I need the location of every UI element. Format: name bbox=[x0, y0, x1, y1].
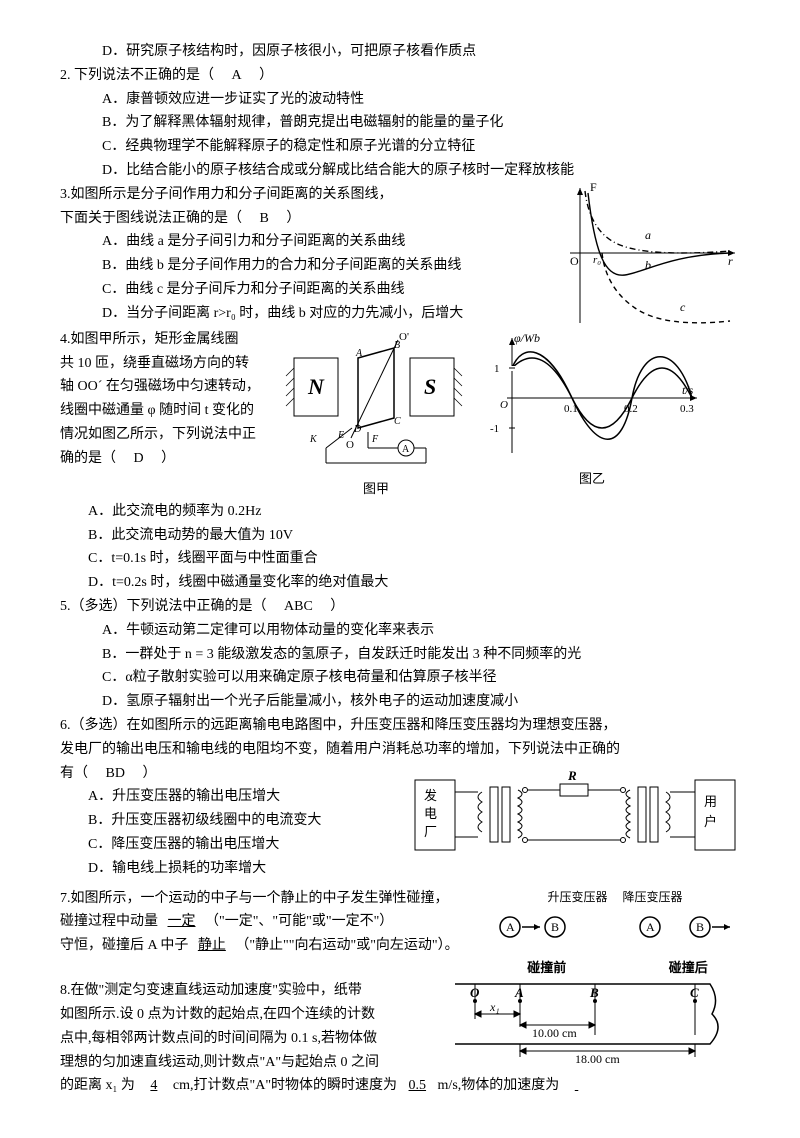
q2-B: B．为了解释黑体辐射规律，普朗克提出电磁辐射的能量的量子化 bbox=[60, 111, 740, 135]
q5-B: B．一群处于 n = 3 能级激发态的氢原子，自发跃迁时能发出 3 种不同频率的… bbox=[60, 643, 740, 667]
q7-l3a: 守恒，碰撞后 A 中子 bbox=[60, 938, 188, 953]
q7-l2a: 碰撞过程中动量 bbox=[60, 914, 158, 929]
q5-C: C．α粒子散射实验可以用来确定原子核电荷量和估算原子核半径 bbox=[60, 666, 740, 690]
q7-label-before: 碰撞前 bbox=[497, 957, 597, 979]
q7-answer-1: 一定 bbox=[162, 914, 202, 929]
svg-text:C: C bbox=[394, 416, 401, 427]
q4-D: D．t=0.2s 时，线圈中磁通量变化率的绝对值最大 bbox=[60, 571, 740, 595]
q3-answer: B bbox=[246, 211, 283, 226]
q5-A: A．牛顿运动第二定律可以用物体动量的变化率来表示 bbox=[60, 619, 740, 643]
q4-l2: 共 10 匝，绕垂直磁场方向的转 bbox=[60, 352, 270, 376]
q8-answer-2: 0.5 bbox=[401, 1078, 435, 1093]
q7-label-after: 碰撞后 bbox=[643, 957, 733, 979]
svg-text:S: S bbox=[424, 374, 436, 399]
q2-answer: A bbox=[218, 68, 256, 83]
q4-l3: 轴 OO´ 在匀强磁场中匀速转动， bbox=[60, 375, 270, 399]
svg-text:φ/Wb: φ/Wb bbox=[514, 331, 540, 345]
q8-l3: 点中,每相邻两计数点间的时间间隔为 0.1 s,若物体做 bbox=[60, 1027, 740, 1051]
q3-tail: ） bbox=[286, 211, 300, 226]
q4-l5: 情况如图乙所示，下列说法中正 bbox=[60, 423, 270, 447]
prev-option-d: D．研究原子核结构时，因原子核很小，可把原子核看作质点 bbox=[60, 40, 740, 64]
svg-text:0.2: 0.2 bbox=[624, 403, 638, 415]
q4-caption-1: 图甲 bbox=[276, 478, 476, 500]
svg-text:1: 1 bbox=[494, 363, 500, 375]
svg-text:D: D bbox=[353, 424, 362, 435]
q7-l3b: （"静止""向右运动"或"向左运动"）。 bbox=[235, 938, 458, 953]
q8-answer-1: 4 bbox=[138, 1078, 169, 1093]
svg-text:r: r bbox=[728, 254, 733, 268]
q4-A: A．此交流电的频率为 0.2Hz bbox=[60, 500, 740, 524]
q4-tail: ） bbox=[161, 451, 175, 466]
svg-text:厂: 厂 bbox=[424, 824, 437, 839]
svg-text:-1: -1 bbox=[490, 423, 499, 435]
q8-l2: 如图所示.设 0 点为计数的起始点,在四个连续的计数 bbox=[60, 1003, 740, 1027]
q8-l4: 理想的匀加速直线运动,则计数点"A"与起始点 0 之间 bbox=[60, 1051, 740, 1075]
q4-l1: 4.如图甲所示，矩形金属线圈 bbox=[60, 328, 270, 352]
svg-text:N: N bbox=[307, 374, 325, 399]
q7-l2b: （"一定"、"可能"或"一定不"） bbox=[205, 914, 393, 929]
q8-l1: 8.在做"测定匀变速直线运动加速度"实验中，纸带 bbox=[60, 979, 740, 1003]
q4-figure-setup: N S O' O A B C D A K E F 图甲 bbox=[276, 328, 476, 500]
q6-l3: 有（ BD ） bbox=[60, 762, 740, 786]
q2-C: C．经典物理学不能解释原子的稳定性和原子光谱的分立特征 bbox=[60, 135, 740, 159]
svg-text:t/s: t/s bbox=[682, 383, 694, 397]
q4-figure-graph: 1 -1 O 0.1 0.2 0.3 φ/Wb t/s 图乙 bbox=[482, 328, 702, 490]
q4-B: B．此交流电动势的最大值为 10V bbox=[60, 524, 740, 548]
q4-l4: 线圈中磁通量 φ 随时间 t 变化的 bbox=[60, 399, 270, 423]
q7-l3: 守恒，碰撞后 A 中子 静止 （"静止""向右运动"或"向左运动"）。 bbox=[60, 934, 740, 958]
svg-text:K: K bbox=[309, 434, 318, 445]
q4-caption-2: 图乙 bbox=[482, 468, 702, 490]
svg-text:0.1: 0.1 bbox=[564, 403, 578, 415]
q6-tail: ） bbox=[142, 766, 156, 781]
q6-l2: 发电厂的输出电压和输电线的电阻均不变，随着用户消耗总功率的增加，下列说法中正确的 bbox=[60, 738, 740, 762]
svg-text:E: E bbox=[337, 430, 344, 441]
svg-text:户: 户 bbox=[704, 814, 717, 829]
q6-answer: BD bbox=[92, 766, 139, 781]
svg-text:b: b bbox=[645, 258, 651, 272]
q2-D: D．比结合能小的原子核结合成或分解成比结合能大的原子核时一定释放核能 bbox=[60, 159, 740, 183]
svg-text:A: A bbox=[355, 348, 363, 359]
q4-l6: 确的是（ D ） bbox=[60, 447, 270, 471]
q2-stem-text: 2. 下列说法不正确的是（ bbox=[60, 68, 214, 83]
q7-answer-2: 静止 bbox=[192, 938, 232, 953]
q2-tail: ） bbox=[259, 68, 273, 83]
svg-text:B: B bbox=[394, 340, 400, 351]
q8-l5c: m/s,物体的加速度为 bbox=[438, 1078, 560, 1093]
svg-text:发: 发 bbox=[424, 788, 437, 803]
q6-l1: 6.（多选）在如图所示的远距离输电电路图中，升压变压器和降压变压器均为理想变压器… bbox=[60, 714, 740, 738]
svg-text:O: O bbox=[570, 254, 579, 268]
q2-A: A．康普顿效应进一步证实了光的波动特性 bbox=[60, 88, 740, 112]
svg-text:r₀: r₀ bbox=[593, 254, 601, 266]
svg-text:O: O bbox=[346, 439, 354, 451]
q4-row: 4.如图甲所示，矩形金属线圈 共 10 匝，绕垂直磁场方向的转 轴 OO´ 在匀… bbox=[60, 328, 740, 500]
q8-l5: 的距离 x₁ 为 4 cm,打计数点"A"时物体的瞬时速度为 0.5 m/s,物… bbox=[60, 1074, 740, 1098]
q6-l3-text: 有（ bbox=[60, 766, 88, 781]
q3-stem-b: 下面关于图线说法正确的是（ B ） bbox=[60, 207, 740, 231]
q3-stem-a: 3.如图所示是分子间作用力和分子间距离的关系图线， bbox=[60, 183, 740, 207]
q5-D: D．氢原子辐射出一个光子后能量减小，核外电子的运动加速度减小 bbox=[60, 690, 740, 714]
q5-stem-text: 5.（多选）下列说法中正确的是（ bbox=[60, 599, 267, 614]
q7-l2: 碰撞过程中动量 一定 （"一定"、"可能"或"一定不"） bbox=[60, 910, 740, 934]
svg-text:c: c bbox=[680, 300, 686, 314]
svg-text:O': O' bbox=[399, 331, 409, 343]
q5-answer: ABC bbox=[270, 599, 327, 614]
q8-l5a: 的距离 x₁ 为 bbox=[60, 1078, 135, 1093]
q5-tail: ） bbox=[330, 599, 344, 614]
svg-text:O: O bbox=[500, 399, 508, 411]
q4-l6-text: 确的是（ bbox=[60, 451, 116, 466]
q4-answer: D bbox=[120, 451, 158, 466]
q8-l5b: cm,打计数点"A"时物体的瞬时速度为 bbox=[173, 1078, 397, 1093]
q2-stem: 2. 下列说法不正确的是（ A ） bbox=[60, 64, 740, 88]
q3-stem-b-text: 下面关于图线说法正确的是（ bbox=[60, 211, 242, 226]
svg-text:用: 用 bbox=[704, 794, 717, 809]
svg-text:电: 电 bbox=[424, 806, 437, 821]
svg-text:F: F bbox=[371, 434, 379, 445]
svg-text:0.3: 0.3 bbox=[680, 403, 694, 415]
q7-l1: 7.如图所示，一个运动的中子与一个静止的中子发生弹性碰撞， bbox=[60, 887, 740, 911]
q4-C: C．t=0.1s 时，线圈平面与中性面重合 bbox=[60, 547, 740, 571]
q5-stem: 5.（多选）下列说法中正确的是（ ABC ） bbox=[60, 595, 740, 619]
svg-text:A: A bbox=[402, 444, 410, 455]
